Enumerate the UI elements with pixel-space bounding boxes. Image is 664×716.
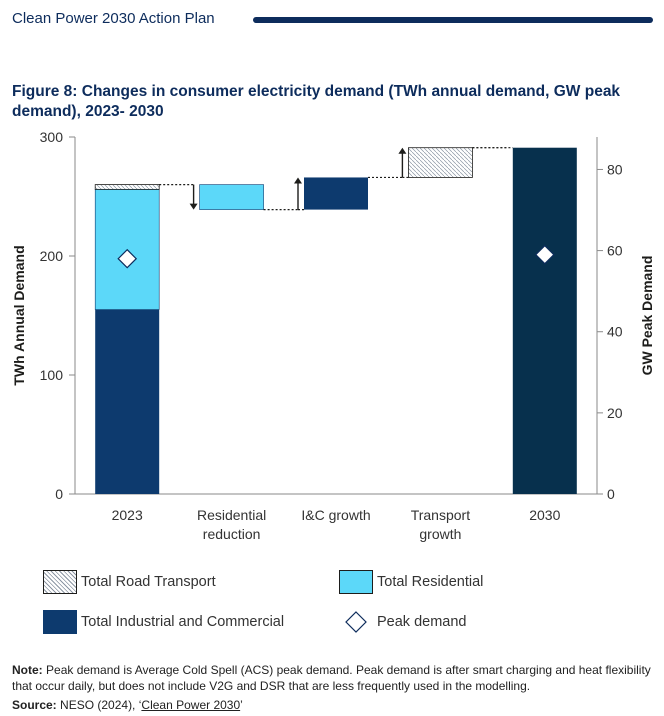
header-rule <box>253 17 653 23</box>
change-arrow-head <box>189 203 198 210</box>
bar-segment <box>94 184 160 190</box>
change-arrow-head <box>294 177 302 184</box>
change-arrow-head <box>398 147 407 154</box>
report-header: Clean Power 2030 Action Plan <box>12 8 653 32</box>
bar <box>512 147 577 494</box>
y-tick-label: 0 <box>55 486 63 502</box>
bar <box>407 147 473 178</box>
source-link[interactable]: Clean Power 2030 <box>141 698 241 712</box>
source: Source: NESO (2024), ‘Clean Power 2030’ <box>12 698 243 712</box>
x-tick-label: Residential reduction <box>197 507 266 542</box>
waterfall-chart: 0 100 200 300 0 20 40 60 80 TWh Annual Demand GW P… <box>11 129 655 542</box>
x-tick-label: 2030 <box>529 507 560 523</box>
note-text: Peak demand is Average Cold Spell (ACS) … <box>12 663 651 693</box>
x-tick-label: Transport growth <box>411 507 471 542</box>
y-axis-title: TWh Annual Demand <box>11 245 27 385</box>
source-text-before: NESO (2024), ‘ <box>60 698 142 712</box>
legend-swatch-peak-demand <box>345 611 367 633</box>
bar <box>199 184 264 210</box>
legend-swatch-residential <box>339 570 373 594</box>
connectors <box>159 147 513 211</box>
legend-label-road-transport: Total Road Transport <box>81 574 216 590</box>
legend-label-industrial: Total Industrial and Commercial <box>81 614 285 630</box>
y-tick-label: 300 <box>40 129 64 145</box>
x-tick-label: 2023 <box>112 507 143 523</box>
y2-tick-label: 80 <box>607 161 623 177</box>
legend-swatch-industrial <box>43 610 77 634</box>
source-text-after: ’ <box>240 698 243 712</box>
legend-label-peak-demand: Peak demand <box>377 614 467 630</box>
axes <box>69 136 603 495</box>
peak-demand-marker <box>534 244 555 265</box>
report-title: Clean Power 2030 Action Plan <box>12 10 215 27</box>
peak-markers <box>117 244 555 269</box>
figure-title: Figure 8: Changes in consumer electricit… <box>12 83 621 120</box>
x-tick-label: I&C growth <box>301 507 370 523</box>
axis-labels: 0 100 200 300 0 20 40 60 80 TWh Annual Demand GW P… <box>11 129 655 542</box>
y2-axis-title: GW Peak Demand <box>639 256 655 376</box>
y2-tick-label: 40 <box>607 324 623 340</box>
bar <box>304 177 368 210</box>
y-tick-label: 200 <box>40 248 64 264</box>
y2-tick-label: 20 <box>607 405 623 421</box>
y2-tick-label: 0 <box>607 486 615 502</box>
note-label: Note: <box>12 663 43 677</box>
note: Note: Peak demand is Average Cold Spell … <box>12 662 657 694</box>
source-label: Source: <box>12 698 57 712</box>
peak-demand-marker <box>117 248 138 269</box>
legend-label-residential: Total Residential <box>377 574 484 590</box>
bars <box>94 147 577 494</box>
legend-swatch-road-transport <box>43 570 77 594</box>
y-tick-label: 100 <box>40 367 64 383</box>
bar-segment <box>95 309 160 494</box>
y2-tick-label: 60 <box>607 243 623 259</box>
